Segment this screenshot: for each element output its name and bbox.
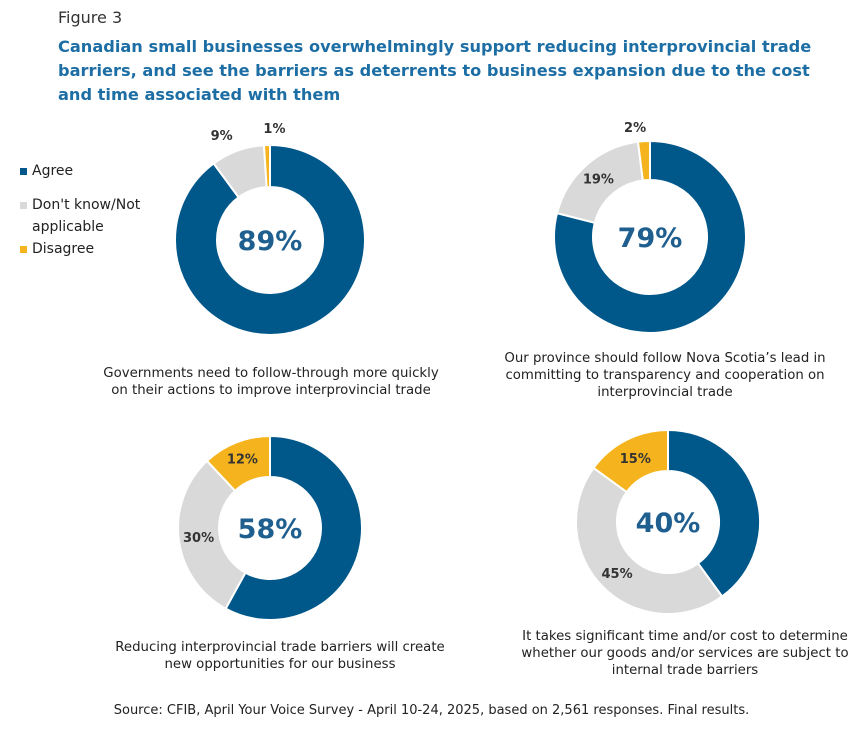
- legend: Agree Don't know/Not applicable Disagree: [20, 160, 167, 260]
- legend-item-agree: Agree: [20, 160, 167, 182]
- chart-1-center-label: 89%: [238, 226, 303, 257]
- legend-item-disagree: Disagree: [20, 238, 167, 260]
- chart-3-label-dont-know: 30%: [183, 531, 214, 546]
- legend-swatch-disagree: [20, 246, 27, 253]
- chart-4-label-disagree: 15%: [620, 452, 651, 467]
- legend-label-disagree: Disagree: [32, 241, 95, 257]
- chart-4-slice-agree: [667, 428, 761, 598]
- chart-1-label-dont-know: 9%: [211, 129, 233, 144]
- chart-1-slice-agree: [174, 143, 366, 336]
- legend-swatch-dont-know: [20, 202, 27, 209]
- donut-chart-2: 19% 2% 79%: [553, 121, 747, 334]
- chart-2-label-disagree: 2%: [624, 121, 646, 136]
- source-note: Source: CFIB, April Your Voice Survey - …: [113, 703, 750, 718]
- legend-swatch-agree: [20, 168, 27, 175]
- legend-label-agree: Agree: [32, 163, 74, 179]
- chart-2-center-label: 79%: [618, 223, 683, 254]
- figure-label: Figure 3: [58, 8, 123, 27]
- chart-3-center-label: 58%: [238, 514, 303, 545]
- legend-label-dont-know: Don't know/Not applicable: [32, 197, 141, 235]
- chart-3-slice-agree: [224, 434, 363, 621]
- chart-1-label-disagree: 1%: [263, 122, 285, 137]
- donut-chart-4: 45% 15% 40%: [575, 428, 761, 615]
- donut-chart-3: 30% 12% 58%: [177, 434, 363, 621]
- chart-4-slice-disagree: [592, 428, 669, 494]
- donut-chart-1: 9% 1% 89%: [174, 122, 366, 336]
- chart-4-center-label: 40%: [636, 508, 701, 539]
- chart-4-label-dont-know: 45%: [602, 567, 633, 582]
- chart-2-slice-disagree: [636, 139, 651, 182]
- chart-3-slice-disagree: [205, 434, 271, 493]
- legend-item-dont-know: Don't know/Not applicable: [20, 194, 167, 238]
- figure-title: Canadian small businesses overwhelmingly…: [58, 37, 812, 104]
- chart-3-caption: Reducing interprovincial trade barriers …: [115, 640, 445, 672]
- chart-2-label-dont-know: 19%: [583, 172, 614, 187]
- chart-2-caption: Our province should follow Nova Scotia’s…: [504, 351, 826, 400]
- chart-4-caption: It takes significant time and/or cost to…: [521, 629, 849, 678]
- chart-1-caption: Governments need to follow-through more …: [103, 366, 439, 398]
- chart-2-slice-agree: [553, 139, 747, 334]
- chart-4-slice-dont-know: [575, 466, 724, 615]
- chart-3-label-disagree: 12%: [227, 452, 258, 467]
- chart-3-slice-dont-know: [177, 459, 247, 610]
- chart-1-slice-disagree: [262, 143, 271, 189]
